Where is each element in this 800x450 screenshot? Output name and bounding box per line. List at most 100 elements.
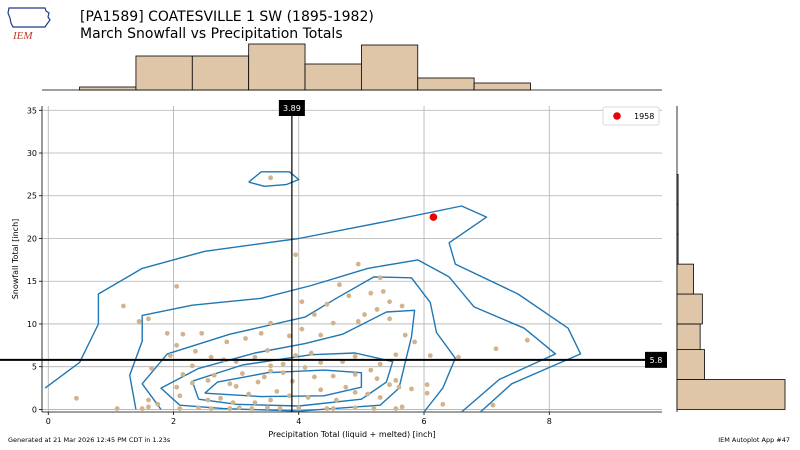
top-hist-bar <box>417 77 475 91</box>
data-point <box>352 389 358 395</box>
data-point <box>249 406 255 411</box>
top-hist-bar <box>191 55 250 91</box>
app-footer: IEM Autoplot App #47 <box>718 436 790 444</box>
y-tick-label: 30 <box>27 149 37 158</box>
legend-marker <box>613 112 621 120</box>
data-point <box>155 401 161 407</box>
right-hist-bar <box>676 233 679 265</box>
density-contour <box>128 259 557 413</box>
data-point <box>74 395 79 401</box>
data-point <box>236 405 242 411</box>
data-point <box>409 386 414 392</box>
data-point <box>136 318 142 324</box>
data-point <box>490 402 496 408</box>
data-point <box>387 316 392 322</box>
data-point <box>352 371 358 377</box>
data-point <box>211 372 217 378</box>
data-point <box>318 387 324 393</box>
density-contour <box>191 352 394 407</box>
mean-precip-label: 3.89 <box>283 104 301 113</box>
data-point <box>205 397 211 403</box>
data-point <box>189 380 195 386</box>
data-point <box>293 353 299 358</box>
data-point <box>246 391 252 397</box>
data-point <box>243 336 248 341</box>
title-line-1: [PA1589] COATESVILLE 1 SW (1895-1982) <box>80 9 374 25</box>
data-point <box>330 373 336 379</box>
data-point <box>396 384 402 390</box>
data-point <box>268 175 273 181</box>
data-point <box>290 378 295 384</box>
data-point <box>456 354 461 360</box>
data-point <box>352 354 358 359</box>
density-contour <box>204 369 363 398</box>
data-point <box>493 346 499 352</box>
data-point <box>318 332 324 338</box>
data-point <box>286 393 292 399</box>
data-point <box>268 363 273 369</box>
data-point <box>324 301 330 307</box>
data-point <box>205 377 211 383</box>
data-point <box>280 370 286 376</box>
top-hist-bar <box>79 86 137 91</box>
data-point <box>324 406 330 411</box>
data-point <box>180 371 186 377</box>
data-point <box>318 360 324 365</box>
data-point <box>380 289 386 294</box>
data-point <box>296 405 302 411</box>
data-point <box>114 406 120 411</box>
data-point <box>312 312 317 317</box>
data-point <box>424 390 430 396</box>
data-point <box>255 379 261 385</box>
density-contour <box>248 171 300 188</box>
logo-text: IEM <box>12 30 33 42</box>
data-point <box>346 293 352 299</box>
data-point <box>139 406 145 411</box>
data-point <box>343 384 349 390</box>
right-hist-bar <box>676 203 679 235</box>
data-point <box>399 404 405 410</box>
data-point <box>233 383 239 389</box>
data-point <box>427 353 433 358</box>
data-point <box>330 406 336 411</box>
data-point <box>377 361 383 367</box>
data-point <box>174 342 180 348</box>
right-hist-bar <box>676 349 705 380</box>
data-point <box>337 282 342 288</box>
data-point <box>164 330 170 336</box>
data-point <box>268 320 273 326</box>
data-point <box>258 330 264 336</box>
generated-footer: Generated at 21 Mar 2026 12:45 PM CDT in… <box>8 436 171 444</box>
data-point <box>377 395 383 400</box>
density-contour <box>44 205 582 413</box>
data-point <box>193 348 198 354</box>
data-point <box>393 406 399 411</box>
y-tick-label: 25 <box>27 192 37 201</box>
data-point <box>268 397 273 403</box>
data-point <box>352 405 358 411</box>
data-point <box>402 332 408 338</box>
y-axis-label: Snowfall Total [inch] <box>11 219 20 300</box>
data-point <box>146 404 151 410</box>
top-hist-bar <box>135 55 193 91</box>
data-point <box>305 395 311 400</box>
data-point <box>293 252 299 258</box>
y-tick-label: 15 <box>27 277 37 286</box>
data-point <box>524 337 530 343</box>
legend-label: 1958 <box>634 112 654 121</box>
right-hist-bar <box>676 173 679 205</box>
data-point <box>412 339 418 345</box>
data-point <box>265 348 270 353</box>
data-point <box>312 374 317 380</box>
mean-snow-label: 5.8 <box>650 356 663 365</box>
data-point <box>368 367 374 373</box>
data-point <box>274 389 280 394</box>
data-point <box>261 374 267 380</box>
top-hist-bar <box>360 44 419 91</box>
chart-title: [PA1589] COATESVILLE 1 SW (1895-1982) Ma… <box>80 9 374 43</box>
data-point <box>277 406 283 411</box>
right-hist-bar <box>676 379 786 410</box>
right-hist-bar <box>676 263 694 295</box>
data-point <box>374 307 380 312</box>
